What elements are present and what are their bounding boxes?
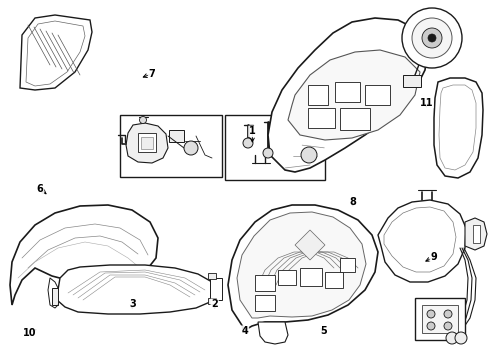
Circle shape bbox=[427, 310, 435, 318]
Text: 8: 8 bbox=[349, 197, 356, 207]
Polygon shape bbox=[465, 218, 487, 250]
Polygon shape bbox=[126, 123, 168, 163]
Circle shape bbox=[402, 8, 462, 68]
Circle shape bbox=[427, 322, 435, 330]
Circle shape bbox=[428, 34, 436, 42]
Circle shape bbox=[263, 148, 273, 158]
Polygon shape bbox=[138, 133, 156, 152]
Circle shape bbox=[140, 117, 147, 123]
Text: 9: 9 bbox=[430, 252, 437, 262]
Polygon shape bbox=[434, 78, 483, 178]
Text: 10: 10 bbox=[23, 328, 36, 338]
Polygon shape bbox=[228, 205, 378, 330]
Circle shape bbox=[422, 28, 442, 48]
Circle shape bbox=[412, 18, 452, 58]
Bar bbox=[255, 295, 275, 311]
Circle shape bbox=[184, 141, 198, 155]
Bar bbox=[120, 115, 222, 177]
Circle shape bbox=[243, 138, 253, 148]
Text: 4: 4 bbox=[242, 326, 248, 336]
Text: 2: 2 bbox=[211, 299, 218, 309]
Bar bbox=[282, 135, 304, 151]
Circle shape bbox=[444, 310, 452, 318]
Polygon shape bbox=[141, 137, 153, 149]
Bar bbox=[255, 275, 275, 291]
Circle shape bbox=[301, 147, 317, 163]
Text: 1: 1 bbox=[249, 126, 256, 136]
Circle shape bbox=[455, 332, 467, 344]
Polygon shape bbox=[295, 230, 325, 260]
Bar bbox=[210, 278, 222, 300]
Bar bbox=[169, 130, 184, 142]
Polygon shape bbox=[20, 15, 92, 90]
Circle shape bbox=[446, 332, 458, 344]
Polygon shape bbox=[10, 205, 158, 305]
Polygon shape bbox=[378, 200, 466, 282]
Polygon shape bbox=[57, 265, 215, 314]
Polygon shape bbox=[268, 18, 428, 172]
Polygon shape bbox=[365, 85, 390, 105]
Text: 11: 11 bbox=[419, 98, 433, 108]
Bar bbox=[278, 270, 296, 285]
Polygon shape bbox=[258, 322, 288, 344]
Text: 6: 6 bbox=[37, 184, 44, 194]
Polygon shape bbox=[473, 225, 480, 243]
Text: 5: 5 bbox=[320, 326, 327, 336]
Text: 3: 3 bbox=[129, 299, 136, 309]
Bar bbox=[225, 115, 325, 180]
Bar bbox=[300, 268, 322, 286]
Polygon shape bbox=[237, 212, 366, 318]
Bar bbox=[415, 298, 465, 340]
Bar bbox=[340, 258, 355, 272]
Polygon shape bbox=[308, 108, 335, 128]
Polygon shape bbox=[308, 85, 328, 105]
Polygon shape bbox=[335, 82, 360, 102]
Polygon shape bbox=[340, 108, 370, 130]
Bar bbox=[325, 272, 343, 288]
Polygon shape bbox=[288, 50, 420, 140]
Polygon shape bbox=[52, 288, 58, 305]
Bar bbox=[403, 75, 421, 87]
Text: 7: 7 bbox=[148, 69, 155, 79]
Bar bbox=[422, 305, 458, 333]
Circle shape bbox=[444, 322, 452, 330]
Bar bbox=[208, 273, 216, 279]
Bar bbox=[208, 298, 216, 304]
